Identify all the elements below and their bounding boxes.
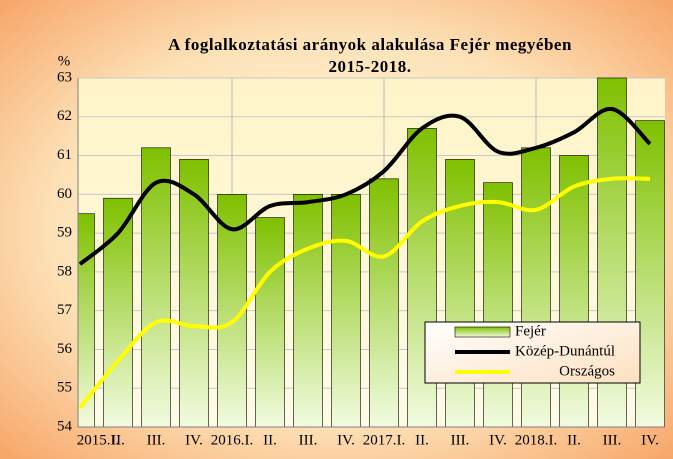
- x-tick-label: II.: [111, 432, 125, 448]
- bar: [521, 147, 551, 427]
- x-tick-label: II.: [567, 432, 581, 448]
- legend-label: Országos: [559, 363, 615, 379]
- y-tick-label: 56: [57, 341, 73, 357]
- bar: [293, 194, 323, 427]
- y-tick-label: 58: [57, 263, 72, 279]
- y-axis-label: %: [58, 53, 71, 69]
- x-tick-label: IV.: [185, 432, 203, 448]
- legend-swatch: [454, 326, 511, 338]
- bar: [255, 217, 285, 427]
- chart-subtitle: 2015-2018.: [329, 57, 412, 76]
- line: [78, 107, 652, 266]
- y-tick-label: 57: [57, 302, 73, 318]
- x-tick-label: IV.: [337, 432, 355, 448]
- y-tick-label: 55: [57, 380, 72, 396]
- x-tick-label: III.: [299, 432, 318, 448]
- line: [78, 176, 651, 409]
- y-tick-label: 59: [57, 225, 72, 241]
- y-tick-label: 61: [57, 147, 72, 163]
- bar: [483, 182, 513, 427]
- x-tick-label: IV.: [489, 432, 507, 448]
- bar: [78, 213, 95, 427]
- y-tick-label: 63: [57, 69, 72, 85]
- x-tick-label: 2016.I.: [211, 432, 254, 448]
- y-tick-label: 54: [57, 418, 73, 434]
- bar: [103, 197, 133, 427]
- chart-title: A foglalkoztatási arányok alakulása Fejé…: [168, 35, 572, 54]
- bar: [445, 159, 475, 427]
- x-tick-label: II.: [415, 432, 429, 448]
- bar: [331, 194, 361, 427]
- x-tick-label: 2017.I.: [363, 432, 406, 448]
- bar: [179, 159, 209, 427]
- bar: [559, 155, 589, 427]
- x-tick-label: 2018.I.: [515, 432, 558, 448]
- x-tick-label: III.: [451, 432, 470, 448]
- x-tick-label: 2015.I.: [77, 432, 120, 448]
- y-tick-label: 62: [57, 108, 72, 124]
- legend-label: Fejér: [515, 323, 546, 339]
- x-tick-label: III.: [147, 432, 166, 448]
- bar: [369, 178, 399, 427]
- legend-label: Közép-Dunántúl: [515, 343, 615, 359]
- x-tick-label: III.: [603, 432, 622, 448]
- x-tick-label: II.: [263, 432, 277, 448]
- x-tick-label: IV.: [641, 432, 659, 448]
- y-tick-label: 60: [57, 186, 72, 202]
